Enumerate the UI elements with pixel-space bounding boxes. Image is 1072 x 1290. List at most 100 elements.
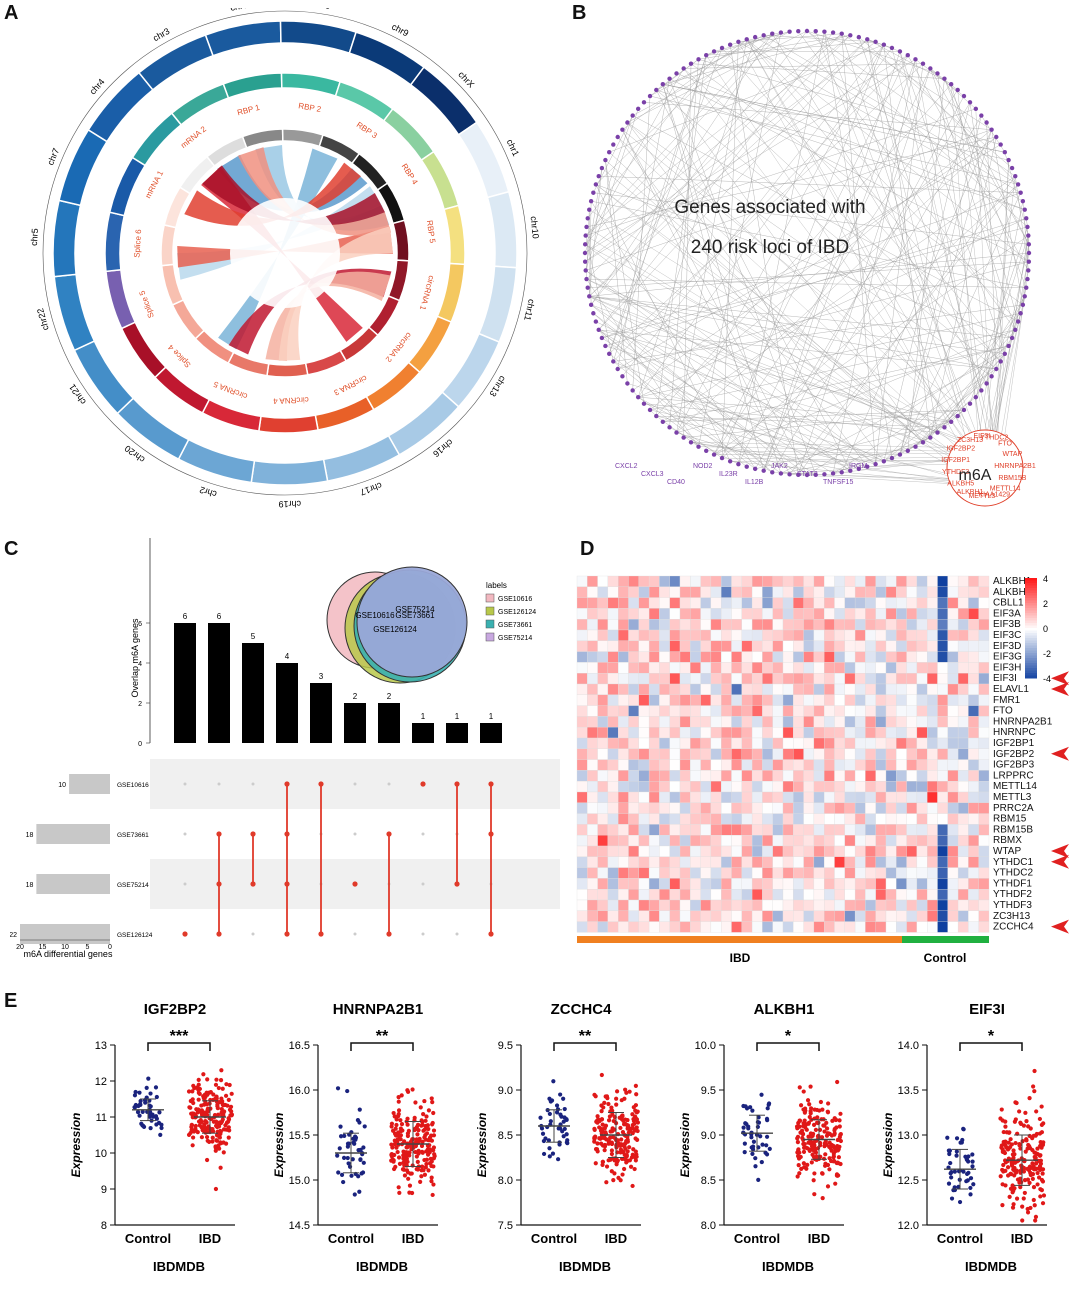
heatmap-cell (885, 802, 897, 814)
heatmap-cell (906, 824, 918, 836)
heatmap-cell (762, 813, 773, 825)
heatmap-cell (721, 619, 732, 631)
heatmap-cell (968, 910, 979, 922)
heatmap-cell (628, 889, 639, 901)
scatter-point (216, 1112, 221, 1117)
heatmap-cell (813, 629, 825, 641)
heatmap-cell (937, 737, 948, 749)
network-edge (613, 361, 747, 467)
network-center-text-2: 240 risk loci of IBD (691, 237, 849, 258)
heatmap-cell (844, 575, 856, 587)
heatmap-cell (824, 619, 835, 631)
heatmap-cell (793, 867, 804, 879)
scatter-point (826, 1101, 831, 1106)
heatmap-cell (772, 921, 784, 933)
scatter-point (758, 1134, 763, 1139)
heatmap-cell (638, 575, 650, 587)
scatter-point (812, 1192, 817, 1197)
network-edge (601, 337, 816, 476)
heatmap-cell (916, 889, 928, 901)
network-node (830, 471, 836, 476)
upset-bar (480, 723, 502, 743)
heatmap-cell (679, 737, 691, 749)
heatmap-cell (896, 856, 907, 868)
heatmap-cell (813, 683, 825, 695)
scatter-point (766, 1102, 771, 1107)
network-edge (589, 296, 975, 468)
heatmap-cell (875, 878, 887, 890)
scatter-title: ALKBH1 (754, 1001, 815, 1018)
network-node (660, 419, 666, 425)
network-node (1006, 157, 1011, 163)
scatter-point (1013, 1140, 1018, 1146)
network-node (1024, 216, 1029, 221)
heatmap-cell (885, 727, 897, 739)
heatmap-cell (854, 705, 866, 717)
heatmap-cell (710, 759, 722, 771)
scatter-point (750, 1144, 756, 1149)
heatmap-cell (638, 813, 650, 825)
heatmap-cell (731, 824, 742, 836)
heatmap-cell (659, 845, 670, 857)
heatmap-cell (618, 770, 629, 782)
scatter-point (219, 1120, 224, 1125)
heatmap-cell (679, 781, 691, 793)
panel-label-e: E (4, 990, 18, 1012)
network-edge (598, 329, 699, 447)
scatter-y-tick-label: 9.5 (701, 1085, 716, 1097)
network-edge (1015, 176, 1029, 271)
heatmap-cell (824, 737, 835, 749)
heatmap-cell (731, 910, 742, 922)
heatmap-cell (731, 683, 742, 695)
heatmap-cell (875, 673, 887, 685)
heatmap-cell (659, 824, 670, 836)
heatmap-cell (844, 791, 856, 803)
heatmap-cell (648, 759, 660, 771)
scatter-point (624, 1139, 629, 1144)
circos-mid-segment (120, 321, 167, 379)
scatter-point (609, 1151, 614, 1157)
heatmap-row-label: ZCCHC4 (993, 922, 1034, 933)
heatmap-cell (669, 835, 681, 847)
network-node (625, 381, 630, 386)
heatmap-cell (576, 910, 588, 922)
circos-annotation-label: RBP 5 (425, 220, 437, 245)
heatmap-cell (751, 705, 763, 717)
heatmap-cell (968, 662, 979, 674)
heatmap-cell (824, 867, 835, 879)
circos-inner-segment (367, 295, 401, 337)
heatmap-cell (690, 716, 701, 728)
scatter-point (609, 1169, 614, 1174)
heatmap-cell (628, 673, 639, 685)
network-edge (763, 51, 901, 471)
heatmap-cell (721, 597, 732, 609)
heatmap-cell (865, 813, 876, 825)
heatmap-cell (927, 813, 938, 825)
heatmap-cell (968, 759, 979, 771)
m6a-gene-label: ALKBH5 (947, 481, 974, 488)
heatmap-cell (659, 813, 670, 825)
heatmap-cell (978, 770, 990, 782)
heatmap-cell (896, 727, 907, 739)
scatter-point (600, 1159, 606, 1164)
heatmap-cell (741, 791, 753, 803)
heatmap-cell (896, 845, 907, 857)
heatmap-row-label: CBLL1 (993, 598, 1024, 609)
scatter-point (361, 1160, 366, 1165)
network-edge (643, 403, 938, 433)
heatmap-cell (669, 727, 681, 739)
scatter-point (562, 1115, 567, 1120)
network-edge (698, 35, 851, 60)
scatter-point (764, 1134, 770, 1139)
upset-set-axis-label: 15 (39, 944, 47, 951)
heatmap-cell (793, 910, 804, 922)
heatmap-cell (885, 673, 897, 685)
heatmap-cell (648, 921, 660, 933)
network-node (770, 470, 775, 475)
heatmap-cell (638, 921, 650, 933)
heatmap-cell (844, 640, 856, 652)
scatter-point (426, 1108, 432, 1113)
heatmap-cell (587, 889, 598, 901)
heatmap-cell (793, 575, 804, 587)
circos-inner-segment (304, 349, 348, 376)
